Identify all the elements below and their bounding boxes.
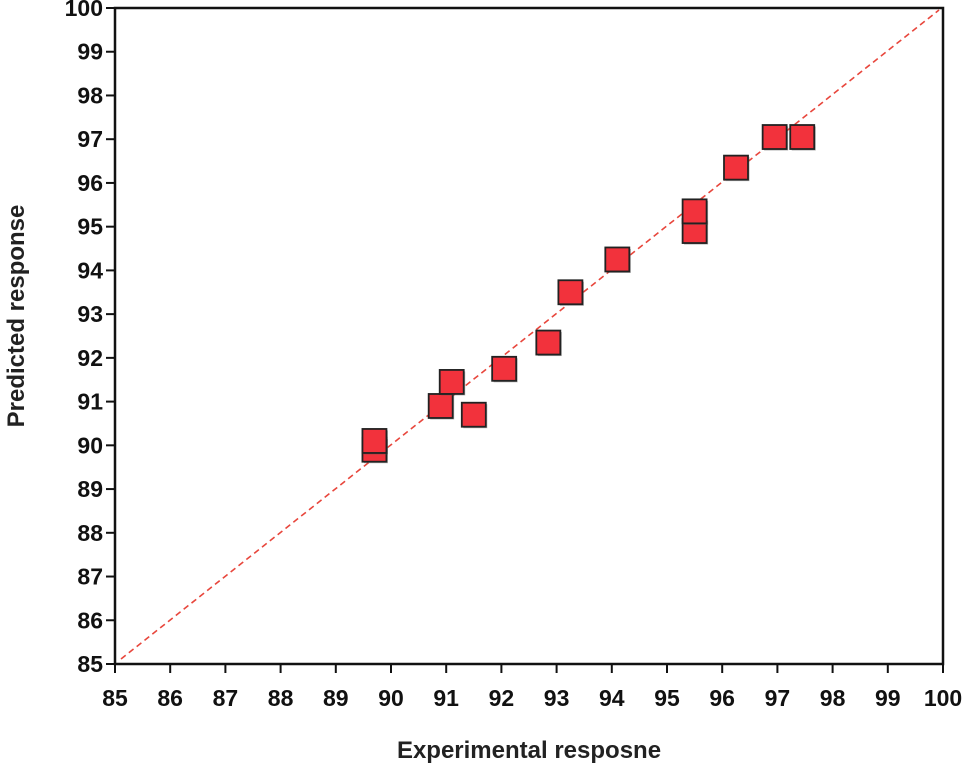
y-tick-label: 91 [77,389,103,415]
x-tick-label: 95 [654,685,680,711]
y-tick-label: 94 [77,257,103,283]
y-tick-label: 87 [77,564,103,590]
x-tick-label: 85 [102,685,128,711]
reference-line-layer [120,9,940,660]
x-tick-label: 93 [544,685,570,711]
data-points-layer [361,124,816,464]
x-tick-label: 97 [765,685,791,711]
y-tick-label: 93 [77,301,103,327]
y-tick-label: 86 [77,607,103,633]
y-tick-label: 98 [77,82,103,108]
y-tick-label: 100 [65,0,103,21]
data-point [460,401,487,428]
y-tick-label: 92 [77,345,103,371]
y-tick-label: 90 [77,432,103,458]
data-point [535,329,562,356]
x-tick-label: 87 [213,685,239,711]
x-tick-label: 100 [924,685,962,711]
y-axis-title: Predicted response [3,205,30,428]
x-axis-title: Experimental resposne [397,737,661,764]
x-tick-label: 86 [157,685,183,711]
y-tick-label: 99 [77,39,103,65]
x-tick-label: 88 [268,685,294,711]
x-axis: 85 86 87 88 89 90 91 92 93 94 95 96 97 98 99 100 [102,664,962,711]
x-tick-label: 99 [875,685,901,711]
data-point [557,279,584,306]
data-point [681,198,708,225]
x-tick-label: 90 [378,685,404,711]
x-tick-label: 91 [433,685,459,711]
data-point [427,393,454,419]
y-tick-label: 88 [77,520,103,546]
x-tick-label: 92 [489,685,515,711]
data-point [761,124,788,150]
y-tick-label: 97 [77,126,103,152]
x-tick-label: 98 [820,685,846,711]
y-tick-label: 96 [77,170,103,196]
y-axis: 85 86 87 88 89 90 91 92 93 94 95 96 97 98 99 100 [65,0,115,677]
x-tick-label: 96 [709,685,735,711]
data-point [789,124,816,150]
y-tick-label: 89 [77,476,103,502]
y-tick-label: 95 [77,214,103,240]
data-point [604,246,631,273]
data-point [361,428,388,454]
reference-line [120,9,940,660]
data-point [438,369,465,395]
y-tick-label: 85 [77,651,103,677]
x-tick-label: 94 [599,685,625,711]
data-point [723,154,749,181]
x-tick-label: 89 [323,685,349,711]
data-point [491,355,518,382]
plot-frame [113,6,945,666]
